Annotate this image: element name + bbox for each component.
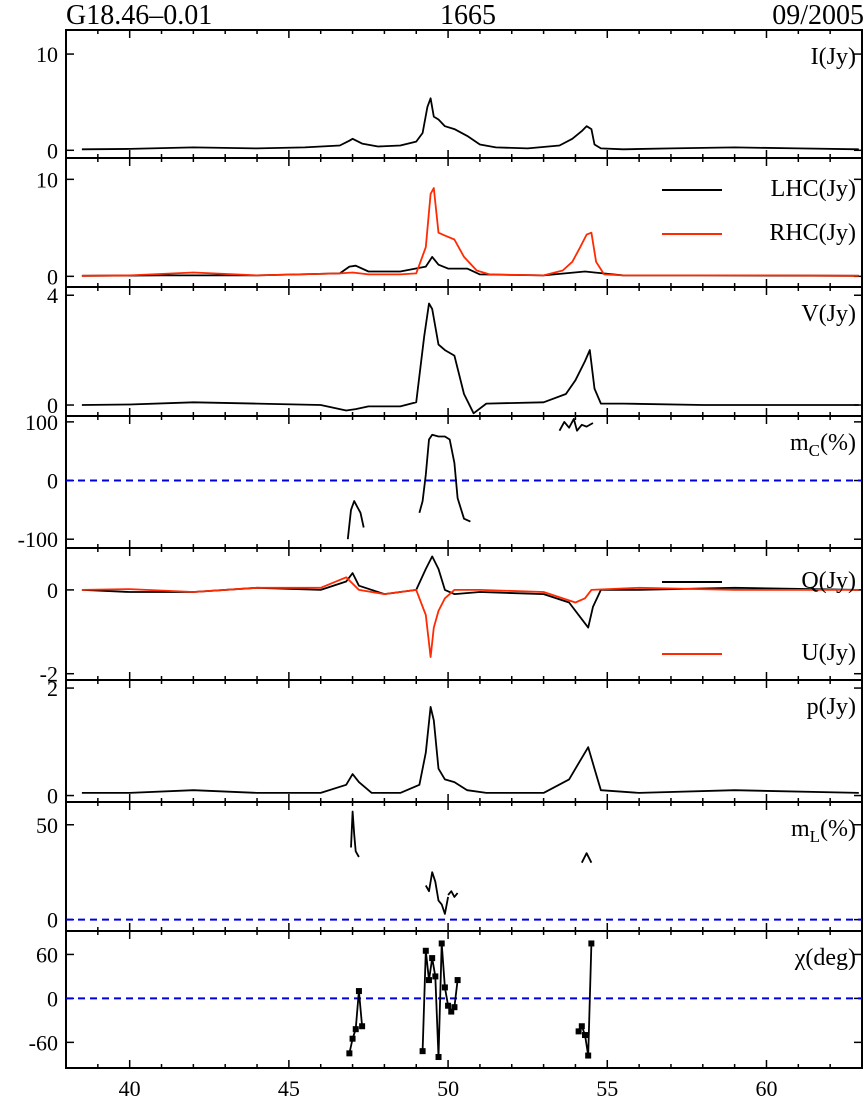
data-point: [359, 1023, 366, 1030]
data-point: [349, 1035, 356, 1042]
data-point: [346, 1050, 353, 1057]
data-point: [355, 988, 362, 995]
series-line-2: [425, 871, 449, 915]
x-tick-label: 40: [119, 1076, 141, 1101]
y-tick-label: -60: [29, 1030, 58, 1055]
panel-frame: [65, 29, 863, 159]
panel-5: -2 0 Q(Jy) U(Jy): [40, 547, 863, 687]
y-tick-label: 0: [47, 986, 58, 1011]
y-tick-label: 0: [47, 264, 58, 289]
panel-frame: [65, 930, 863, 1069]
data-point: [432, 973, 439, 980]
legend-label: LHC(Jy): [771, 176, 856, 202]
panel-2: 0 10 LHC(Jy) RHC(Jy): [36, 157, 863, 289]
data-point: [425, 977, 432, 984]
data-point: [422, 947, 429, 954]
y-tick-label: 10: [36, 167, 58, 192]
y-tick-label: -100: [18, 527, 58, 552]
series-line-1: [346, 500, 365, 540]
data-point: [441, 984, 448, 991]
legend-label: Q(Jy): [801, 568, 856, 594]
y-tick-label: 0: [47, 578, 58, 603]
panel-label: V(Jy): [801, 301, 856, 327]
series-line-1: [81, 255, 859, 277]
series-line-4: [580, 852, 593, 864]
data-point: [448, 1008, 455, 1015]
y-tick-label: 0: [47, 138, 58, 163]
series-line-1: [81, 706, 859, 794]
series-line-3: [558, 417, 594, 432]
figure-header: G18.46–0.01 1665 09/2005: [66, 0, 864, 31]
series-line-2: [418, 433, 471, 523]
series-line-1: [81, 302, 859, 415]
panel-frame: [65, 679, 863, 803]
data-point: [585, 1052, 592, 1059]
x-tick-label: 45: [278, 1076, 300, 1101]
panel-label: mL(%): [791, 816, 856, 846]
panel-7: 0 50 mL(%): [36, 801, 863, 933]
data-point: [581, 1032, 588, 1039]
panel-frame: [65, 801, 863, 932]
panel-label: I(Jy): [811, 44, 856, 70]
series-line-1: [348, 990, 363, 1054]
panel-8: -60 0 60 χ(deg) 40 45 50 55 60: [29, 930, 863, 1101]
y-tick-label: -2: [40, 662, 58, 687]
y-tick-label: 4: [47, 283, 58, 308]
y-tick-label: 50: [36, 813, 58, 838]
data-point: [419, 1048, 426, 1055]
x-tick-label: 55: [596, 1076, 618, 1101]
panel-6: 0 2 p(Jy): [47, 676, 863, 809]
series-line-2: [421, 942, 459, 1058]
data-point: [578, 1023, 585, 1030]
panel-3: 0 4 V(Jy): [47, 283, 863, 418]
series-line-3: [447, 890, 459, 898]
data-point: [445, 1002, 452, 1009]
data-point: [352, 1026, 359, 1033]
y-tick-label: 10: [36, 42, 58, 67]
y-tick-label: 2: [47, 676, 58, 701]
data-point: [454, 977, 461, 984]
x-tick-label: 60: [755, 1076, 777, 1101]
panel-frame: [65, 157, 863, 288]
data-point: [575, 1028, 582, 1035]
data-point: [435, 1054, 442, 1061]
data-point: [451, 1004, 458, 1011]
data-point: [429, 955, 436, 962]
y-tick-label: 60: [36, 942, 58, 967]
epoch-date: 09/2005: [772, 0, 864, 31]
legend-label: U(Jy): [801, 640, 856, 666]
series-line-1: [81, 97, 859, 151]
series-line-2: [81, 187, 859, 277]
panel-frame: [65, 547, 863, 681]
series-line-3: [577, 943, 593, 1057]
panel-frame: [65, 286, 863, 417]
x-tick-label: 50: [437, 1076, 459, 1101]
panel-4: -100 0 100 mC(%): [18, 410, 863, 552]
panel-label: χ(deg): [794, 945, 856, 971]
data-point: [438, 940, 445, 947]
y-tick-label: 0: [47, 469, 58, 494]
y-tick-label: 0: [47, 393, 58, 418]
frequency-label: 1665: [440, 0, 496, 31]
source-name: G18.46–0.01: [66, 0, 212, 31]
series-line-1: [350, 810, 360, 858]
series-line-2: [81, 576, 859, 658]
data-point: [588, 940, 595, 947]
panel-frame: [65, 415, 863, 549]
panel-label: p(Jy): [807, 694, 856, 720]
panel-label: mC(%): [790, 430, 856, 460]
y-tick-label: 100: [25, 410, 58, 435]
panels: 010 I(Jy)010 LHC(Jy)RHC(Jy)04V(Jy)-1000100…: [18, 29, 863, 1101]
y-tick-label: 0: [47, 908, 58, 933]
series-line-1: [81, 555, 859, 629]
panel-1: 0 10 I(Jy): [36, 29, 863, 163]
y-tick-label: 0: [47, 784, 58, 809]
legend-label: RHC(Jy): [769, 220, 856, 246]
